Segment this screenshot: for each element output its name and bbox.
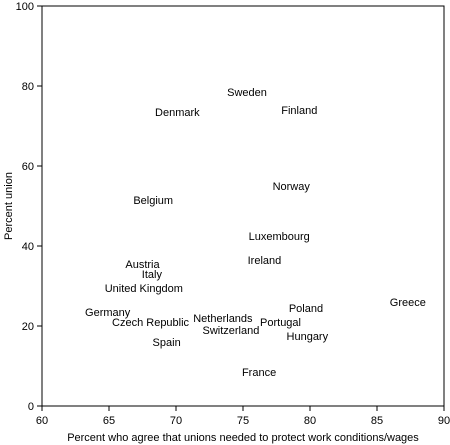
data-point-label: Finland xyxy=(281,105,317,117)
y-axis-title: Percent union xyxy=(3,172,15,240)
x-tick-label: 60 xyxy=(36,415,48,427)
data-point-label: Sweden xyxy=(227,87,267,99)
x-tick-label: 80 xyxy=(304,415,316,427)
data-point-label: Poland xyxy=(289,303,323,315)
data-point-label: Austria xyxy=(125,259,160,271)
data-point-label: Germany xyxy=(85,307,131,319)
y-tick-label: 40 xyxy=(22,241,34,253)
y-tick-label: 60 xyxy=(22,161,34,173)
x-tick-label: 90 xyxy=(438,415,450,427)
x-tick-label: 75 xyxy=(237,415,249,427)
data-point-label: Spain xyxy=(153,337,181,349)
data-point-label: Greece xyxy=(390,297,426,309)
x-tick-label: 85 xyxy=(371,415,383,427)
y-tick-label: 20 xyxy=(22,321,34,333)
data-point-label: Czech Republic xyxy=(112,317,190,329)
data-point-label: Switzerland xyxy=(203,325,260,337)
data-point-label: Denmark xyxy=(155,107,200,119)
data-point-label: Ireland xyxy=(248,255,282,267)
x-axis-title: Percent who agree that unions needed to … xyxy=(67,432,419,444)
y-tick-label: 80 xyxy=(22,81,34,93)
data-point-label: Luxembourg xyxy=(249,231,310,243)
data-point-label: Portugal xyxy=(260,317,301,329)
data-point-label: France xyxy=(242,367,276,379)
x-axis: 60 65 70 75 80 85 90 xyxy=(36,406,450,427)
y-axis: 0 20 40 60 80 100 xyxy=(16,1,42,413)
y-tick-label: 0 xyxy=(28,401,34,413)
data-point-label: Netherlands xyxy=(193,313,253,325)
data-point-label: United Kingdom xyxy=(105,283,183,295)
data-point-label: Belgium xyxy=(133,195,173,207)
y-tick-label: 100 xyxy=(16,1,34,13)
x-tick-label: 65 xyxy=(103,415,115,427)
x-tick-label: 70 xyxy=(170,415,182,427)
plot-frame xyxy=(41,5,445,407)
data-point-label: Norway xyxy=(273,181,311,193)
data-points: Sweden Denmark Finland Norway Belgium Luxembo… xyxy=(85,87,426,379)
data-point-label: Hungary xyxy=(287,331,329,343)
data-point-label: Italy xyxy=(142,269,163,281)
